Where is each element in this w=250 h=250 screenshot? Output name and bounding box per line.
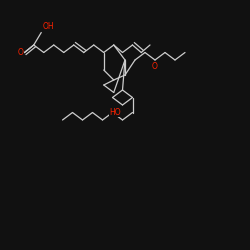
Text: O: O: [18, 48, 23, 57]
Text: OH: OH: [42, 22, 54, 31]
Text: HO: HO: [110, 108, 121, 117]
Text: O: O: [152, 62, 158, 71]
